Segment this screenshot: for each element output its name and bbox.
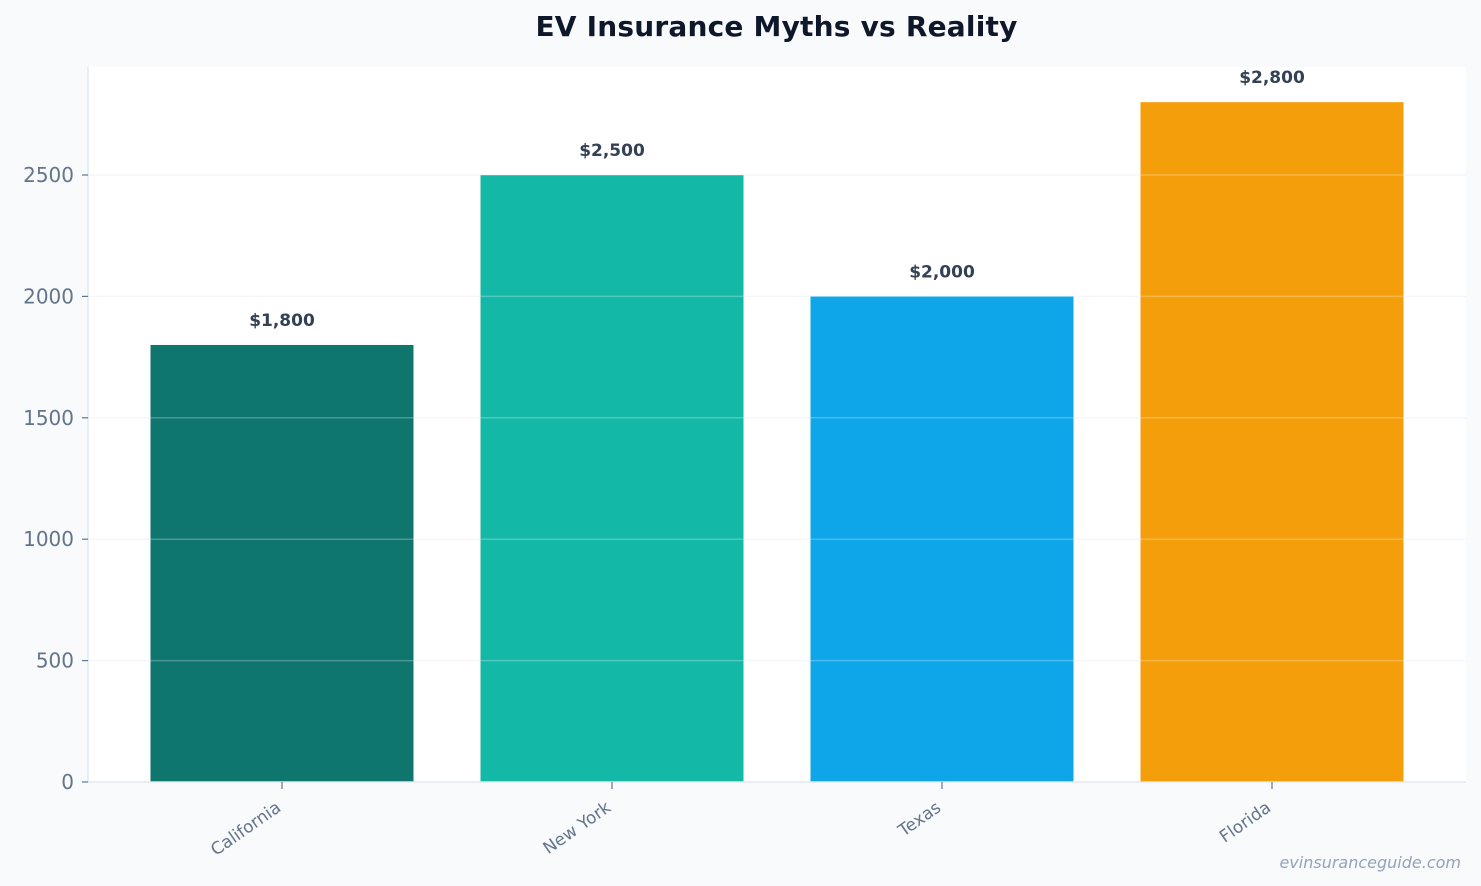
chart-title: EV Insurance Myths vs Reality <box>535 10 1018 43</box>
grid-overlay <box>88 174 1466 662</box>
bar-california <box>150 344 414 782</box>
x-tick-label: California <box>207 798 285 861</box>
y-tick-label: 500 <box>36 649 74 673</box>
x-axis-ticks: California New York Texas Florida <box>207 782 1275 860</box>
x-tick-label: Texas <box>894 798 945 842</box>
bar-texas <box>810 296 1074 782</box>
bar-new-york <box>480 175 744 782</box>
y-axis-ticks: 0 500 1000 1500 2000 2500 <box>23 163 88 794</box>
bars <box>150 102 1404 782</box>
y-tick-label: 1000 <box>23 527 74 551</box>
y-tick-label: 2500 <box>23 163 74 187</box>
x-tick-label: New York <box>540 798 615 859</box>
value-labels: $1,800 $2,500 $2,000 $2,800 <box>249 68 1305 331</box>
watermark: evinsuranceguide.com <box>1279 853 1461 872</box>
value-label: $2,800 <box>1239 68 1305 88</box>
y-tick-label: 0 <box>61 770 74 794</box>
value-label: $2,500 <box>579 141 645 161</box>
value-label: $1,800 <box>249 311 315 331</box>
bar-florida <box>1140 102 1404 782</box>
x-tick-label: Florida <box>1216 798 1275 848</box>
y-tick-label: 1500 <box>23 406 74 430</box>
y-tick-label: 2000 <box>23 284 74 308</box>
value-label: $2,000 <box>909 262 975 282</box>
